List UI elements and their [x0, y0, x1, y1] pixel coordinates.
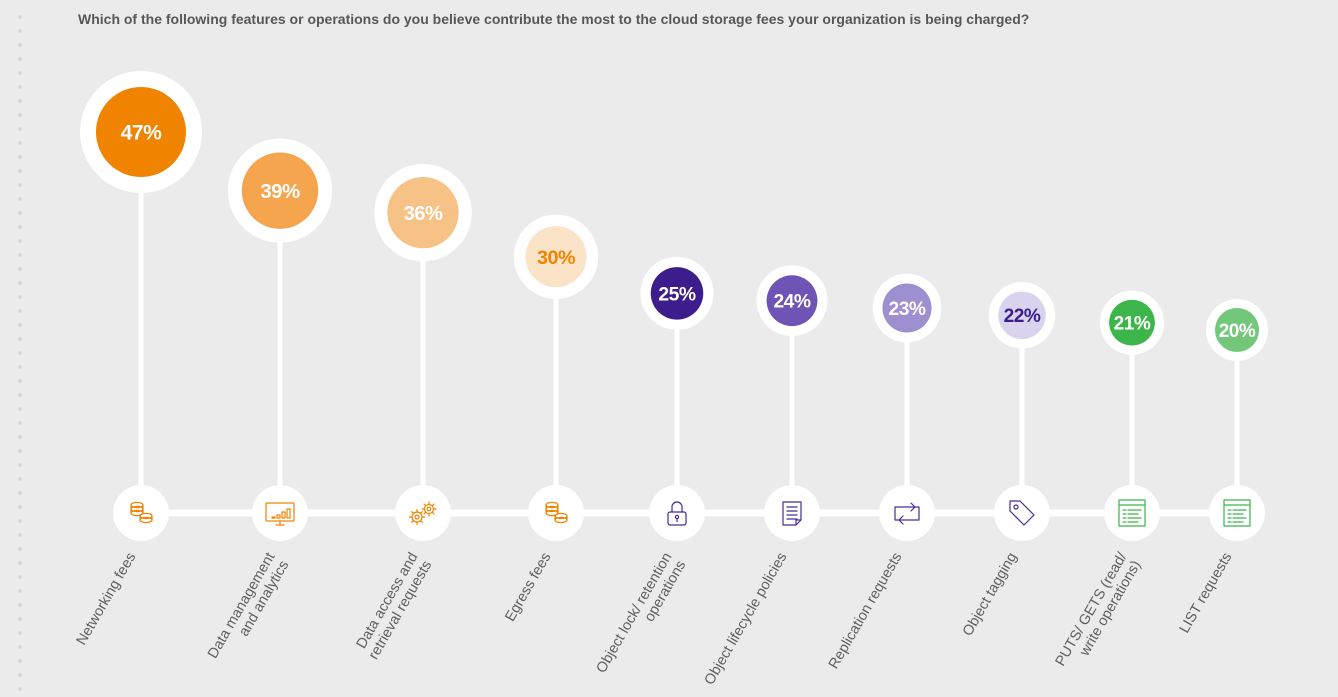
category-label-line: LIST requests	[1177, 550, 1236, 636]
bubble	[882, 283, 932, 333]
icon-node	[1209, 485, 1265, 541]
icon-node	[395, 485, 451, 541]
category-label-line: Object tagging	[960, 550, 1021, 639]
category-label: LIST requests	[1177, 550, 1236, 636]
document-icon	[782, 501, 802, 526]
list-window-icon	[1223, 499, 1251, 527]
bubble-item: 39% Data managementand analytics	[205, 138, 333, 669]
bubble	[1215, 308, 1259, 352]
bubble-item: 24% Object lifecycle policies	[702, 265, 828, 688]
icon-node	[113, 485, 169, 541]
bubble	[998, 291, 1046, 340]
category-label-line: Replication requests	[826, 550, 906, 672]
lock-icon	[667, 501, 687, 526]
bubble	[96, 87, 186, 177]
bubble-item: 30% Egress fees	[502, 214, 599, 624]
value-label: 23%	[889, 299, 926, 320]
category-label-line: Egress fees	[502, 550, 554, 624]
value-label: 36%	[404, 203, 443, 225]
tag-icon	[1009, 500, 1035, 526]
bubble-item: 23% Replication requests	[826, 273, 942, 672]
category-label: Replication requests	[826, 550, 906, 672]
category-label: Object tagging	[960, 550, 1021, 639]
icon-node	[1104, 485, 1160, 541]
category-label-line: Object lock/ retention	[593, 550, 675, 676]
bubble	[241, 152, 319, 229]
category-label-line: Networking fees	[74, 550, 140, 648]
category-label: Object lock/ retentionoperations	[593, 550, 689, 684]
bubble	[650, 267, 704, 320]
bubble-item: 47% Networking fees	[74, 71, 202, 648]
survey-question: Which of the following features or opera…	[78, 11, 1030, 27]
bubble	[766, 275, 818, 327]
category-label: Object lifecycle policies	[702, 550, 791, 688]
category-label: Data access andretrieval requests	[352, 550, 435, 662]
bubble	[1109, 299, 1155, 346]
category-label: Egress fees	[502, 550, 554, 624]
monitor-chart-icon	[265, 502, 295, 526]
coins-icon	[130, 501, 153, 524]
category-label-line: Object lifecycle policies	[702, 550, 791, 688]
bubble-item: 25% Object lock/ retentionoperations	[593, 256, 714, 684]
value-label: 21%	[1114, 314, 1151, 335]
value-label: 30%	[537, 247, 576, 269]
bubble	[525, 226, 587, 288]
bubble-item: 22% Object tagging	[960, 282, 1056, 639]
bubble-item: 20% LIST requests	[1177, 299, 1268, 636]
value-label: 22%	[1004, 306, 1041, 327]
icon-node	[649, 485, 705, 541]
category-label: PUTS/ GETS (read/write operations)	[1053, 549, 1145, 677]
icon-node	[252, 485, 308, 541]
replicate-arrows-icon	[894, 502, 920, 525]
coins-icon	[545, 501, 568, 524]
list-window-icon	[1118, 499, 1146, 527]
bubble-item: 36% Data access andretrieval requests	[352, 163, 472, 662]
icon-node	[879, 485, 935, 541]
icon-node	[764, 485, 820, 541]
category-label: Data managementand analytics	[205, 550, 292, 669]
value-label: 25%	[658, 283, 696, 305]
bubble	[387, 177, 459, 249]
bubble-item: 21% PUTS/ GETS (read/write operations)	[1053, 290, 1165, 677]
icon-node	[994, 485, 1050, 541]
value-label: 20%	[1219, 321, 1256, 342]
dotted-rail	[17, 10, 23, 697]
value-label: 24%	[773, 292, 810, 313]
category-label: Networking fees	[74, 550, 140, 648]
value-label: 47%	[121, 122, 162, 145]
value-label: 39%	[260, 181, 300, 203]
icon-node	[528, 485, 584, 541]
gears-icon	[408, 501, 437, 526]
